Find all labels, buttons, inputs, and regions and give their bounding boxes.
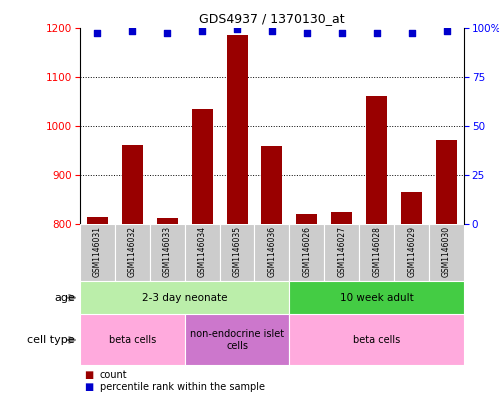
Bar: [261, 146, 282, 224]
Text: age: age: [54, 293, 75, 303]
Bar: [429, 224, 464, 281]
Text: GSM1146029: GSM1146029: [407, 226, 416, 277]
Text: GSM1146031: GSM1146031: [93, 226, 102, 277]
Bar: [394, 224, 429, 281]
Title: GDS4937 / 1370130_at: GDS4937 / 1370130_at: [199, 12, 345, 25]
Bar: [324, 224, 359, 281]
Bar: [80, 281, 289, 314]
Text: ■: ■: [85, 370, 97, 380]
Point: [233, 26, 241, 33]
Bar: [401, 192, 422, 224]
Point: [408, 30, 416, 37]
Point: [198, 28, 206, 35]
Bar: [254, 224, 289, 281]
Bar: [87, 217, 108, 224]
Text: GSM1146026: GSM1146026: [302, 226, 311, 277]
Bar: [150, 224, 185, 281]
Bar: [331, 212, 352, 224]
Bar: [359, 224, 394, 281]
Text: beta cells: beta cells: [109, 335, 156, 345]
Text: GSM1146033: GSM1146033: [163, 226, 172, 277]
Point: [128, 28, 136, 35]
Bar: [366, 96, 387, 224]
Bar: [192, 108, 213, 224]
Bar: [227, 35, 248, 224]
Text: GSM1146034: GSM1146034: [198, 226, 207, 277]
Text: 2-3 day neonate: 2-3 day neonate: [142, 293, 228, 303]
Bar: [296, 214, 317, 224]
Bar: [289, 281, 464, 314]
Point: [373, 30, 381, 37]
Bar: [80, 224, 115, 281]
Text: count: count: [100, 370, 127, 380]
Point: [268, 28, 276, 35]
Point: [163, 30, 171, 37]
Bar: [289, 224, 324, 281]
Point: [338, 30, 346, 37]
Text: GSM1146032: GSM1146032: [128, 226, 137, 277]
Bar: [185, 224, 220, 281]
Text: cell type: cell type: [27, 335, 75, 345]
Bar: [436, 140, 457, 224]
Point: [443, 28, 451, 35]
Bar: [122, 145, 143, 224]
Text: GSM1146036: GSM1146036: [267, 226, 276, 277]
Point: [303, 30, 311, 37]
Text: 10 week adult: 10 week adult: [340, 293, 414, 303]
Bar: [220, 224, 254, 281]
Bar: [115, 224, 150, 281]
Text: GSM1146030: GSM1146030: [442, 226, 451, 277]
Bar: [80, 314, 185, 365]
Text: GSM1146028: GSM1146028: [372, 226, 381, 277]
Bar: [289, 314, 464, 365]
Bar: [185, 314, 289, 365]
Text: ■: ■: [85, 382, 97, 392]
Text: beta cells: beta cells: [353, 335, 400, 345]
Text: non-endocrine islet
cells: non-endocrine islet cells: [190, 329, 284, 351]
Bar: [157, 218, 178, 224]
Text: GSM1146035: GSM1146035: [233, 226, 242, 277]
Point: [93, 30, 101, 37]
Text: percentile rank within the sample: percentile rank within the sample: [100, 382, 265, 392]
Text: GSM1146027: GSM1146027: [337, 226, 346, 277]
